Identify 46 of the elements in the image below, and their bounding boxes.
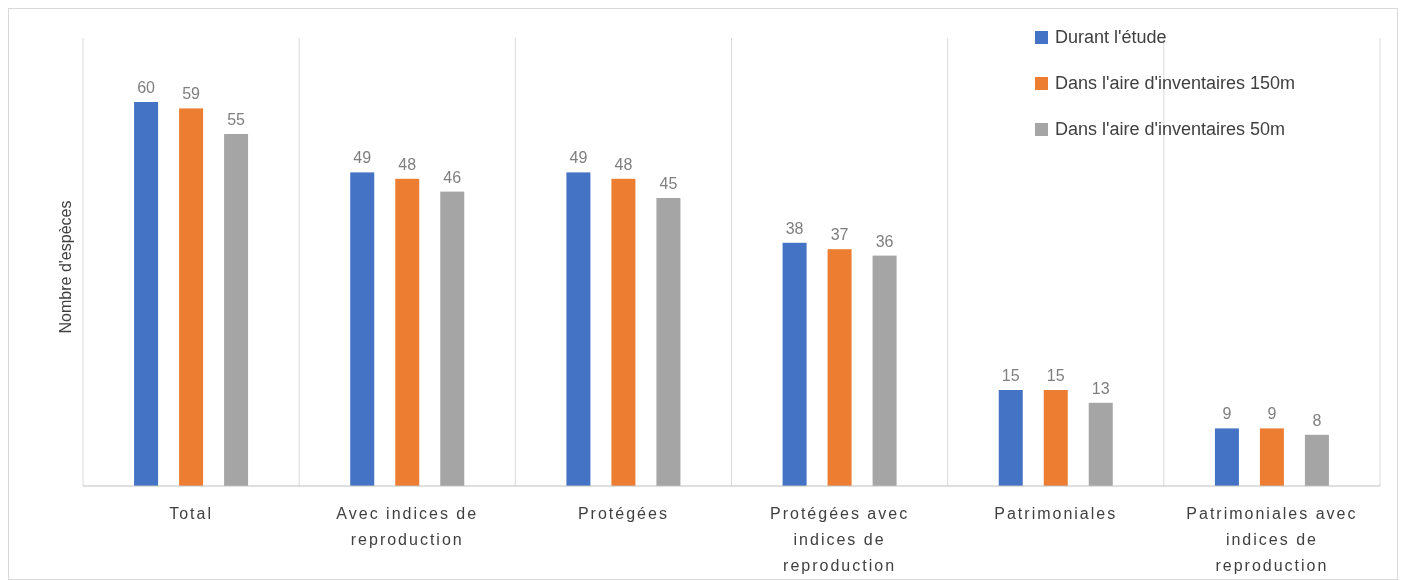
- data-label: 8: [1312, 411, 1322, 429]
- x-tick-label: Total: [169, 505, 213, 522]
- data-label: 9: [1222, 405, 1232, 423]
- x-tick-label: Avec indices de reproduction: [336, 505, 479, 548]
- data-label: 15: [1046, 367, 1065, 384]
- bar: [350, 172, 375, 486]
- data-label: 38: [785, 219, 804, 237]
- data-label: 46: [443, 168, 462, 186]
- y-axis-title: Nombre d'espèces: [57, 200, 74, 334]
- data-label: 9: [1267, 405, 1277, 423]
- bar: [872, 255, 897, 486]
- bar: [1088, 402, 1113, 486]
- data-label: 45: [659, 175, 678, 192]
- data-label: 37: [830, 226, 849, 244]
- bar: [1214, 428, 1239, 486]
- x-tick-label: Patrimoniales: [994, 505, 1118, 522]
- data-label: 48: [614, 155, 633, 173]
- bar: [611, 178, 636, 486]
- bar: [656, 198, 681, 486]
- data-label: 49: [353, 149, 372, 167]
- data-label: 55: [227, 111, 246, 128]
- bar: [440, 191, 465, 486]
- bar: [1043, 390, 1068, 486]
- x-tick-label: Protégées: [577, 505, 669, 522]
- bar: [224, 134, 249, 486]
- bar: [782, 242, 807, 486]
- legend-label: Dans l'aire d'inventaires 50m: [1055, 119, 1285, 139]
- bar: [1304, 434, 1329, 486]
- bar: [1259, 428, 1284, 486]
- bar: [566, 172, 591, 486]
- data-label: 15: [1001, 367, 1020, 384]
- bar: [179, 108, 204, 486]
- bar: [998, 390, 1023, 486]
- x-tick-label: Patrimoniales avec indices de reproduction: [1186, 505, 1358, 574]
- data-label: 48: [398, 155, 417, 173]
- legend-label: Dans l'aire d'inventaires 150m: [1055, 73, 1295, 93]
- bar: [395, 178, 420, 486]
- data-label: 13: [1091, 379, 1110, 397]
- legend-label: Durant l'étude: [1055, 27, 1167, 47]
- data-label: 59: [182, 85, 201, 103]
- data-label: 36: [875, 232, 894, 250]
- data-label: 60: [137, 79, 156, 96]
- bar: [134, 102, 159, 486]
- x-tick-label: Protégées avec indices de reproduction: [769, 505, 910, 574]
- data-label: 49: [569, 149, 588, 167]
- bar: [827, 249, 852, 486]
